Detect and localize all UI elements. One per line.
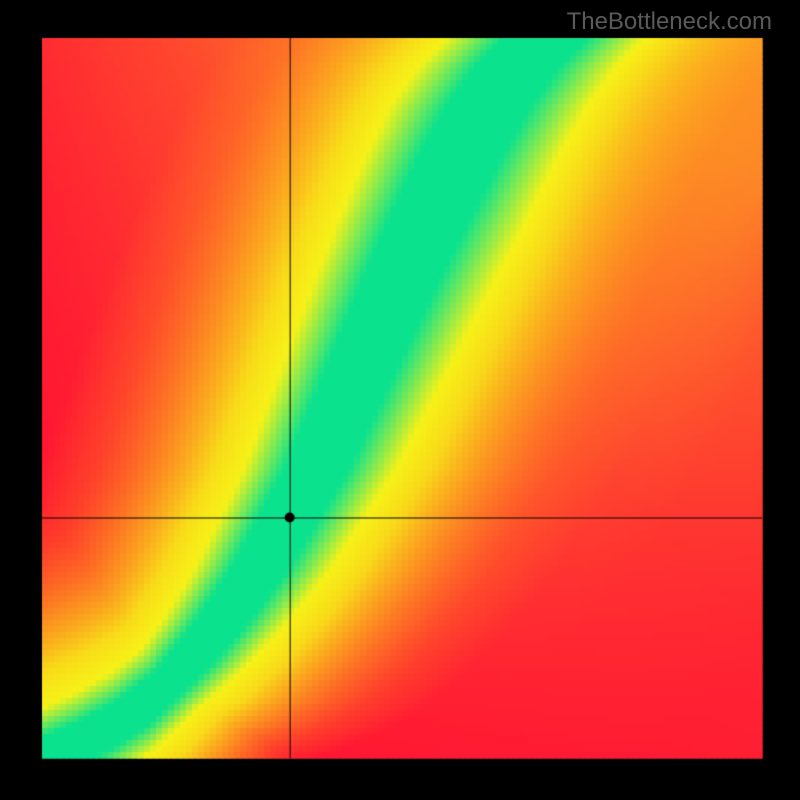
chart-container: TheBottleneck.com — [0, 0, 800, 800]
watermark-text: TheBottleneck.com — [567, 8, 772, 36]
heatmap-plot — [0, 0, 800, 800]
